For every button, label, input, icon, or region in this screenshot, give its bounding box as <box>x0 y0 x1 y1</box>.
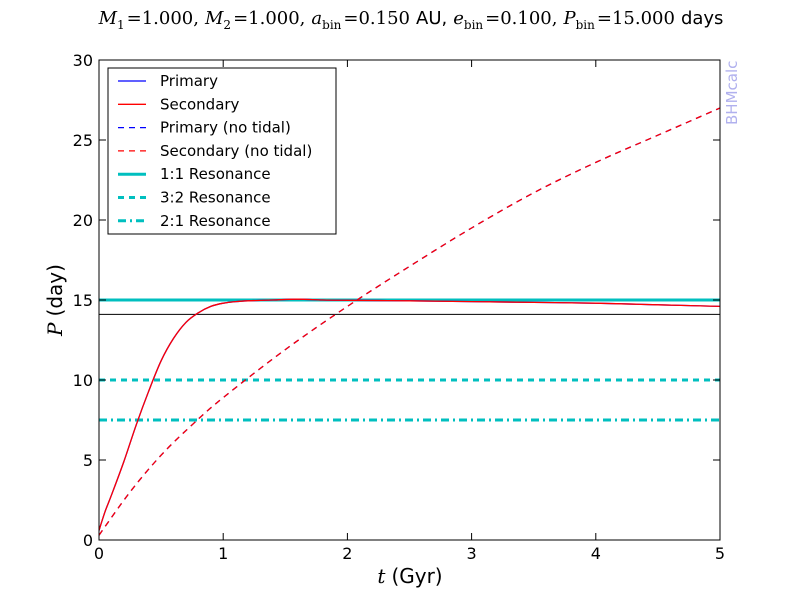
title-m2-value: =1.000, <box>233 8 305 29</box>
title-a-value: =0.150 <box>343 8 410 29</box>
title-m2-subscript: 2 <box>223 18 231 32</box>
y-tick-label: 10 <box>73 371 93 390</box>
title-m1-value: =1.000, <box>127 8 199 29</box>
x-axis-label: t (Gyr) <box>377 564 442 588</box>
series-line-secondary <box>99 298 720 531</box>
x-tick-label: 2 <box>342 544 352 563</box>
x-tick-label: 1 <box>218 544 228 563</box>
tick-layer: 0 1 2 3 4 5 0 5 10 15 20 25 30 <box>73 51 725 563</box>
title-p-value: =15.000 <box>597 8 675 29</box>
title-e-value: =0.100, <box>485 8 557 29</box>
x-tick-label: 5 <box>715 544 725 563</box>
y-axis-unit: (day) <box>43 264 67 316</box>
title-a-symbol: a <box>311 8 322 29</box>
title-m1-symbol: M <box>98 8 118 29</box>
legend-label: 2:1 Resonance <box>160 212 271 230</box>
legend-label: 3:2 Resonance <box>160 189 271 207</box>
title-m1-subscript: 1 <box>117 18 125 32</box>
legend-label: Secondary (no tidal) <box>160 142 312 160</box>
x-axis-unit: (Gyr) <box>391 564 442 588</box>
legend-label: 1:1 Resonance <box>160 165 271 183</box>
watermark: BHMcalc <box>723 61 741 125</box>
y-tick-label: 0 <box>83 531 93 550</box>
title-a-unit: AU, <box>416 8 447 29</box>
x-tick-label: 3 <box>467 544 477 563</box>
x-tick-label: 0 <box>94 544 104 563</box>
title-p-symbol: P <box>562 8 576 29</box>
y-tick-label: 15 <box>73 291 93 310</box>
data-layer <box>99 107 720 536</box>
x-tick-label: 4 <box>591 544 601 563</box>
title-e-subscript: bin <box>464 18 484 32</box>
y-tick-label: 25 <box>73 131 93 150</box>
legend-label: Primary (no tidal) <box>160 119 291 137</box>
title-e-symbol: e <box>453 8 464 29</box>
y-axis-symbol: P <box>43 322 67 337</box>
chart-title: M1 =1.000, M2 =1.000, abin =0.150 AU, ebin =0.10… <box>98 8 724 32</box>
y-tick-label: 5 <box>83 451 93 470</box>
title-p-unit: days <box>681 8 724 29</box>
y-axis-label: P (day) <box>43 264 67 337</box>
y-tick-label: 20 <box>73 211 93 230</box>
title-m2-symbol: M <box>204 8 224 29</box>
title-p-subscript: bin <box>576 18 596 32</box>
title-a-subscript: bin <box>322 18 342 32</box>
legend: Primary Secondary Primary (no tidal) Second… <box>107 67 337 235</box>
y-tick-label: 30 <box>73 51 93 70</box>
legend-label: Secondary <box>160 95 240 113</box>
x-axis-symbol: t <box>377 564 386 588</box>
legend-label: Primary <box>160 72 218 90</box>
series-line-secondary-no-tidal <box>99 107 720 536</box>
